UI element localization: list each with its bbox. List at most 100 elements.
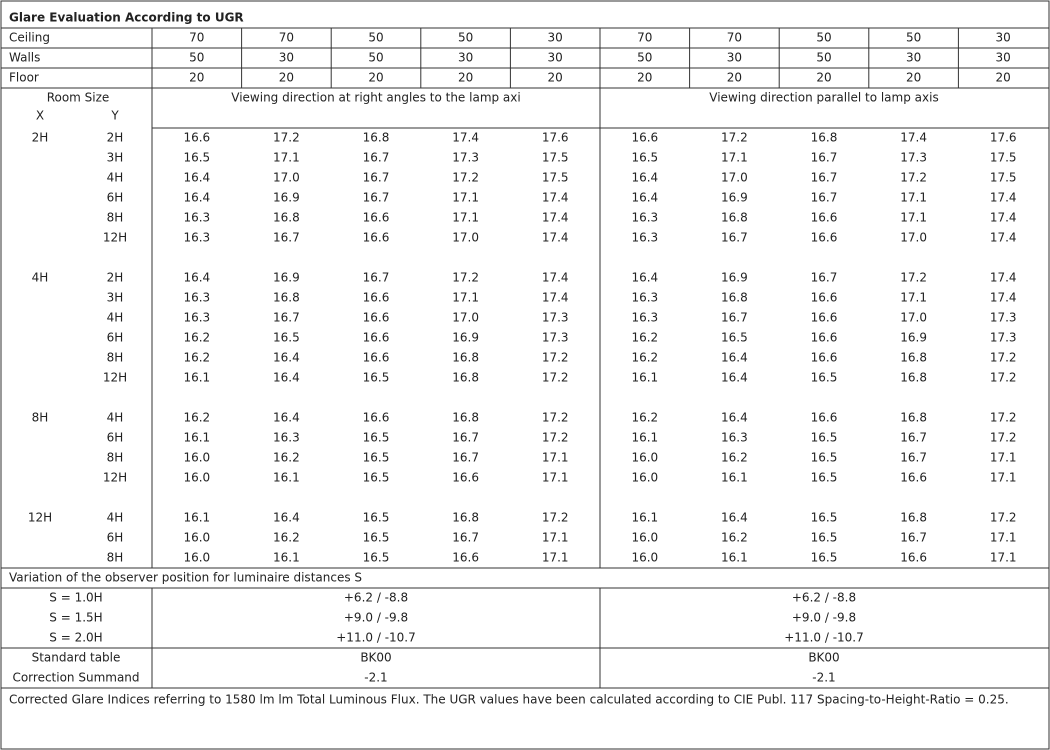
room-y: 12H [103, 471, 127, 485]
ugr-value: 16.9 [721, 191, 748, 205]
ugr-value: 17.6 [542, 131, 569, 145]
ugr-value: 16.6 [183, 131, 210, 145]
ugr-value: 16.4 [183, 171, 210, 185]
ugr-value: 17.3 [990, 311, 1017, 325]
reflectance-value: 20 [279, 71, 294, 85]
ugr-value: 16.8 [273, 291, 300, 305]
ugr-value: 16.3 [183, 231, 210, 245]
ugr-value: 17.1 [273, 151, 300, 165]
ugr-value: 16.4 [721, 371, 748, 385]
ugr-value: 16.5 [183, 151, 210, 165]
ugr-value: 17.6 [990, 131, 1017, 145]
room-y: 2H [107, 131, 124, 145]
summary-label: Standard table [32, 651, 121, 665]
ugr-value: 16.8 [363, 131, 390, 145]
ugr-value: 16.0 [183, 451, 210, 465]
ugr-value: 17.1 [542, 471, 569, 485]
ugr-value: 17.3 [542, 311, 569, 325]
ugr-value: 16.9 [721, 271, 748, 285]
ugr-value: 16.8 [900, 351, 927, 365]
reflectance-value: 30 [727, 51, 742, 65]
variation-title: Variation of the observer position for l… [9, 571, 362, 585]
ugr-value: 16.8 [811, 131, 838, 145]
ugr-value: 16.2 [631, 351, 658, 365]
ugr-value: 17.1 [542, 551, 569, 565]
ugr-value: 16.6 [811, 351, 838, 365]
ugr-value: 17.0 [273, 171, 300, 185]
ugr-value: 16.7 [900, 431, 927, 445]
ugr-value: 17.4 [990, 231, 1017, 245]
ugr-value: 16.2 [631, 331, 658, 345]
ugr-value: 17.0 [452, 231, 479, 245]
reflectance-label: Ceiling [9, 31, 50, 45]
ugr-value: 17.4 [990, 211, 1017, 225]
ugr-value: 16.4 [273, 371, 300, 385]
ugr-value: 16.5 [811, 431, 838, 445]
ugr-value: 16.2 [273, 451, 300, 465]
ugr-value: 17.4 [990, 291, 1017, 305]
ugr-value: 17.3 [542, 331, 569, 345]
reflectance-value: 50 [906, 31, 921, 45]
room-y: 4H [107, 411, 124, 425]
ugr-value: 16.7 [900, 451, 927, 465]
ugr-value: 16.3 [183, 291, 210, 305]
ugr-value: 17.1 [990, 551, 1017, 565]
ugr-value: 17.1 [900, 211, 927, 225]
ugr-value: 16.8 [273, 211, 300, 225]
reflectance-value: 30 [279, 51, 294, 65]
ugr-value: 16.7 [452, 431, 479, 445]
ugr-value: 17.4 [452, 131, 479, 145]
ugr-value: 16.3 [273, 431, 300, 445]
ugr-value: 17.2 [542, 431, 569, 445]
room-x: 4H [32, 271, 49, 285]
room-y: 4H [107, 171, 124, 185]
ugr-value: 16.6 [811, 411, 838, 425]
ugr-value: 17.2 [452, 171, 479, 185]
ugr-value: 16.6 [811, 311, 838, 325]
variation-label: S = 2.0H [49, 631, 102, 645]
reflectance-value: 20 [727, 71, 742, 85]
reflectance-value: 20 [906, 71, 921, 85]
ugr-value: 16.7 [452, 451, 479, 465]
ugr-value: 16.6 [631, 131, 658, 145]
ugr-value: 16.5 [363, 551, 390, 565]
ugr-value: 17.2 [721, 131, 748, 145]
ugr-value: 16.7 [273, 311, 300, 325]
ugr-value: 16.3 [631, 291, 658, 305]
reflectance-value: 30 [996, 31, 1011, 45]
ugr-value: 16.1 [273, 471, 300, 485]
ugr-value: 16.1 [273, 551, 300, 565]
reflectance-value: 70 [727, 31, 742, 45]
ugr-value: 17.2 [990, 411, 1017, 425]
ugr-value: 16.8 [452, 351, 479, 365]
ugr-value: 16.4 [273, 411, 300, 425]
reflectance-value: 70 [189, 31, 204, 45]
ugr-value: 16.4 [721, 411, 748, 425]
ugr-value: 17.0 [452, 311, 479, 325]
ugr-value: 16.7 [721, 311, 748, 325]
reflectance-value: 70 [637, 31, 652, 45]
ugr-value: 16.5 [273, 331, 300, 345]
ugr-value: 16.3 [721, 431, 748, 445]
ugr-value: 16.4 [721, 351, 748, 365]
ugr-value: 16.8 [721, 211, 748, 225]
ugr-value: 16.6 [452, 551, 479, 565]
ugr-value: 17.2 [900, 271, 927, 285]
room-y: 12H [103, 231, 127, 245]
ugr-value: 16.2 [183, 331, 210, 345]
summary-label: Correction Summand [12, 671, 139, 685]
reflectance-value: 30 [548, 31, 563, 45]
ugr-value: 16.4 [183, 271, 210, 285]
ugr-value: 17.2 [542, 411, 569, 425]
ugr-value: 16.7 [452, 531, 479, 545]
room-y: 6H [107, 531, 124, 545]
ugr-value: 16.0 [183, 551, 210, 565]
reflectance-value: 50 [189, 51, 204, 65]
ugr-value: 16.6 [363, 331, 390, 345]
ugr-value: 17.0 [900, 231, 927, 245]
ugr-value: 16.4 [183, 191, 210, 205]
room-y: 3H [107, 151, 124, 165]
ugr-value: 16.6 [363, 311, 390, 325]
ugr-value: 16.7 [900, 531, 927, 545]
ugr-value: 17.3 [990, 331, 1017, 345]
